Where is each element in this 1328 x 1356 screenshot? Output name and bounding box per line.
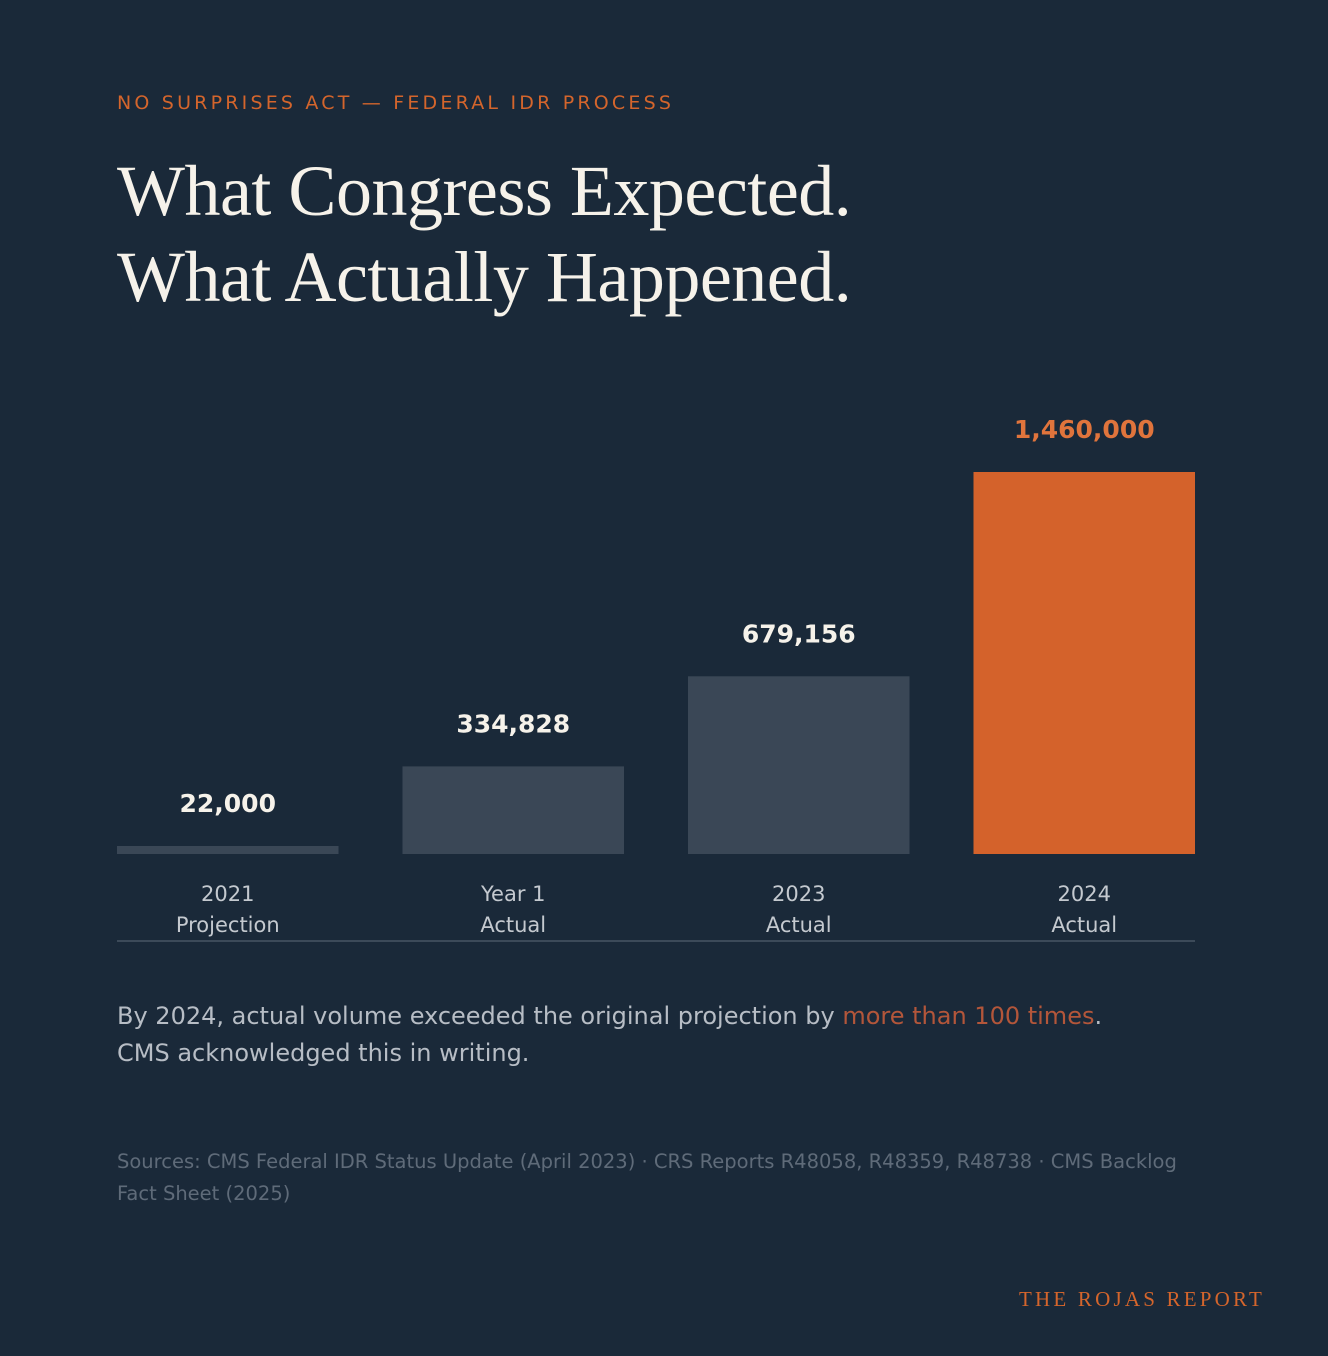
value-label-1: 22,000 xyxy=(180,789,276,818)
tick-label-2-line-1: Year 1 xyxy=(480,882,546,906)
tick-label-2-line-2: Actual xyxy=(480,913,546,937)
value-label-3: 679,156 xyxy=(742,619,856,648)
value-label-2: 334,828 xyxy=(456,709,570,738)
summary-text: By 2024, actual volume exceeded the orig… xyxy=(117,998,1127,1072)
tick-label-4-line-2: Actual xyxy=(1051,913,1117,937)
bar-1 xyxy=(117,846,339,854)
bar-2 xyxy=(402,766,624,854)
bar-4 xyxy=(973,472,1195,854)
tick-label-1-line-1: 2021 xyxy=(201,882,254,906)
tick-label-3-line-1: 2023 xyxy=(772,882,825,906)
summary-before: By 2024, actual volume exceeded the orig… xyxy=(117,1002,843,1030)
eyebrow-label: NO SURPRISES ACT — FEDERAL IDR PROCESS xyxy=(117,92,675,114)
tick-label-4-line-1: 2024 xyxy=(1058,882,1111,906)
title-line-1: What Congress Expected. xyxy=(117,151,852,231)
page-title: What Congress Expected. What Actually Ha… xyxy=(117,148,852,320)
title-line-2: What Actually Happened. xyxy=(117,237,852,317)
tick-label-1-line-2: Projection xyxy=(176,913,280,937)
brand-wordmark: THE ROJAS REPORT xyxy=(1019,1287,1265,1311)
bar-chart: 22,000 2021 Projection 334,828 Year 1 Actual 6… xyxy=(117,415,1195,942)
bar-3 xyxy=(688,676,910,854)
sources-note: Sources: CMS Federal IDR Status Update (… xyxy=(117,1150,1177,1205)
tick-label-3-line-2: Actual xyxy=(766,913,832,937)
value-label-4: 1,460,000 xyxy=(1014,415,1155,444)
summary-after: . CMS acknowledged this in writing. xyxy=(117,1002,1103,1067)
summary-highlight: more than 100 times xyxy=(842,1002,1095,1030)
